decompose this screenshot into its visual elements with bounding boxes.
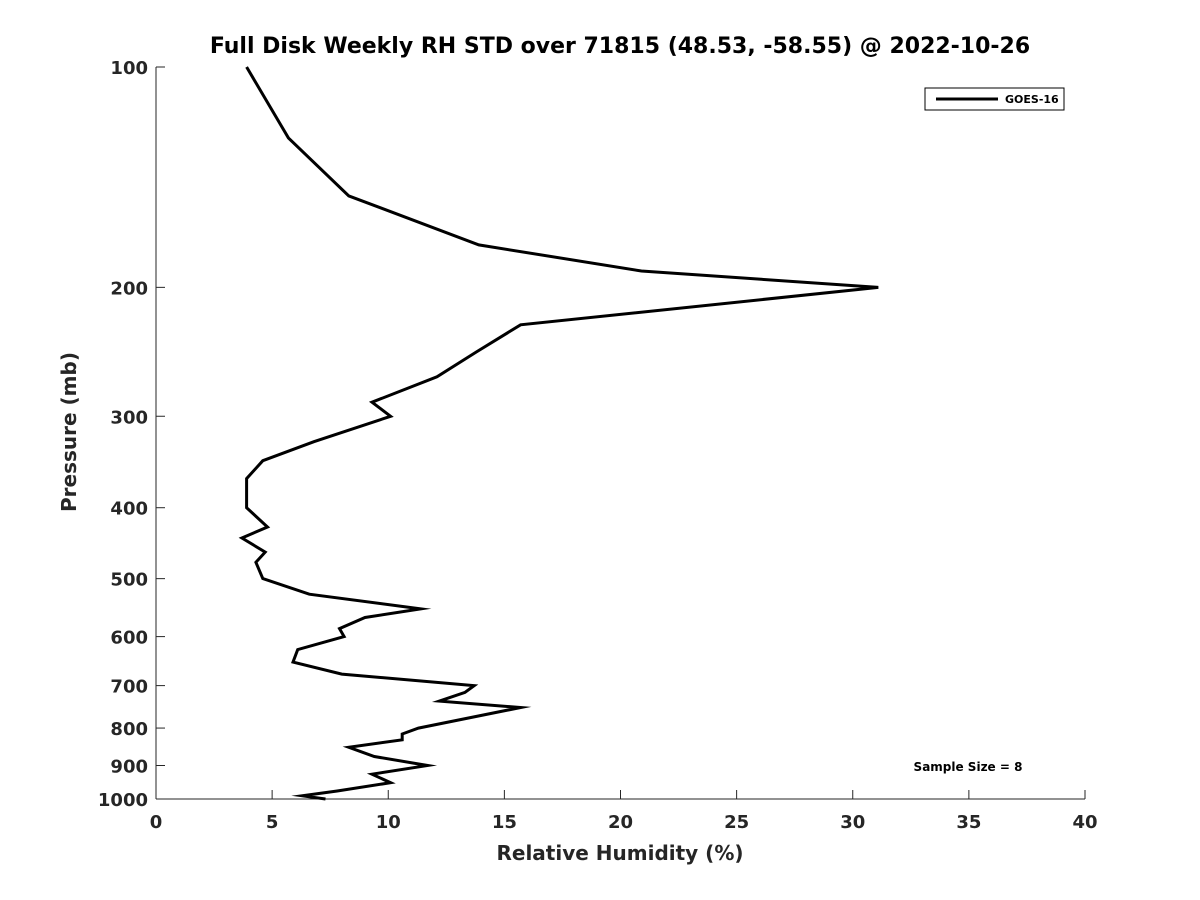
y-axis-label: Pressure (mb)	[57, 352, 81, 512]
x-tick-label: 15	[492, 812, 517, 833]
x-tick-label: 25	[724, 812, 749, 833]
plot-area: 0 5 10 15 20 25 30 35 40 100 200 300 400 500 600 700 800…	[98, 58, 1098, 833]
x-tick-label: 30	[840, 812, 865, 833]
y-tick-label: 1000	[98, 790, 148, 811]
y-tick-label: 300	[110, 407, 148, 428]
x-tick-label: 0	[150, 812, 163, 833]
legend: GOES-16	[924, 87, 1065, 111]
y-tick-label: 800	[110, 719, 148, 740]
y-tick-label: 500	[110, 570, 148, 591]
sample-size-annotation: Sample Size = 8	[914, 760, 1023, 774]
series-line-goes-16	[238, 66, 879, 801]
y-tick-label: 100	[110, 58, 148, 79]
legend-entry-goes-16: GOES-16	[1005, 93, 1059, 106]
chart-title: Full Disk Weekly RH STD over 71815 (48.5…	[210, 34, 1030, 59]
x-tick-label: 20	[608, 812, 633, 833]
x-tick-label: 35	[956, 812, 981, 833]
x-tick-label: 40	[1072, 812, 1097, 833]
x-axis-label: Relative Humidity (%)	[496, 841, 743, 865]
y-tick-label: 200	[110, 278, 148, 299]
y-tick-label: 600	[110, 628, 148, 649]
x-tick-label: 5	[266, 812, 279, 833]
y-tick-label: 700	[110, 677, 148, 698]
y-tick-label: 400	[110, 499, 148, 520]
y-tick-label: 900	[110, 757, 148, 778]
x-tick-label: 10	[376, 812, 401, 833]
